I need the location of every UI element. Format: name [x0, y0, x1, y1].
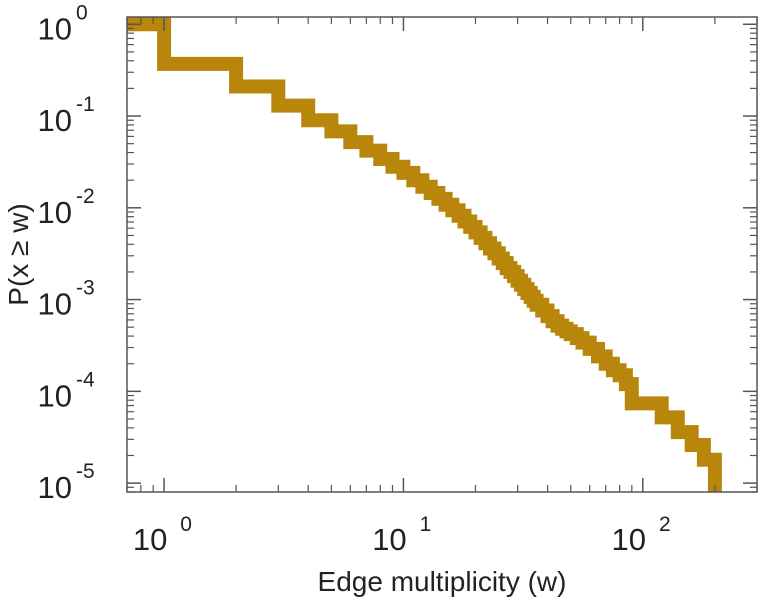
ccdf-series-line	[127, 17, 722, 492]
y-tick-exponent: -4	[76, 368, 95, 391]
y-tick-exponent: -3	[76, 277, 95, 300]
y-tick-exponent: 0	[76, 1, 88, 24]
x-tick-exponent: 0	[180, 513, 192, 536]
y-tick-label: 10	[38, 195, 72, 230]
y-tick-exponent: -5	[76, 460, 95, 483]
x-axis-label: Edge multiplicity (w)	[318, 566, 567, 597]
y-tick-label: 10	[38, 11, 72, 46]
y-tick-label: 10	[38, 103, 72, 138]
series-layer	[127, 17, 722, 492]
x-tick-label: 10	[372, 522, 406, 557]
x-tick-label: 10	[612, 522, 646, 557]
plot-frame	[126, 16, 758, 493]
x-tick-exponent: 1	[420, 513, 432, 536]
x-tick-label: 10	[133, 522, 167, 557]
y-tick-label: 10	[38, 287, 72, 322]
y-axis-label: P(x ≥ w)	[3, 203, 34, 305]
y-tick-label: 10	[38, 378, 72, 413]
y-tick-exponent: -1	[76, 93, 95, 116]
y-tick-label: 10	[38, 470, 72, 505]
y-tick-exponent: -2	[76, 185, 95, 208]
ticks-layer: 10 0 10 1 10 210 010 -110 -210 -310 -410 -5	[38, 1, 758, 557]
x-tick-exponent: 2	[659, 513, 671, 536]
